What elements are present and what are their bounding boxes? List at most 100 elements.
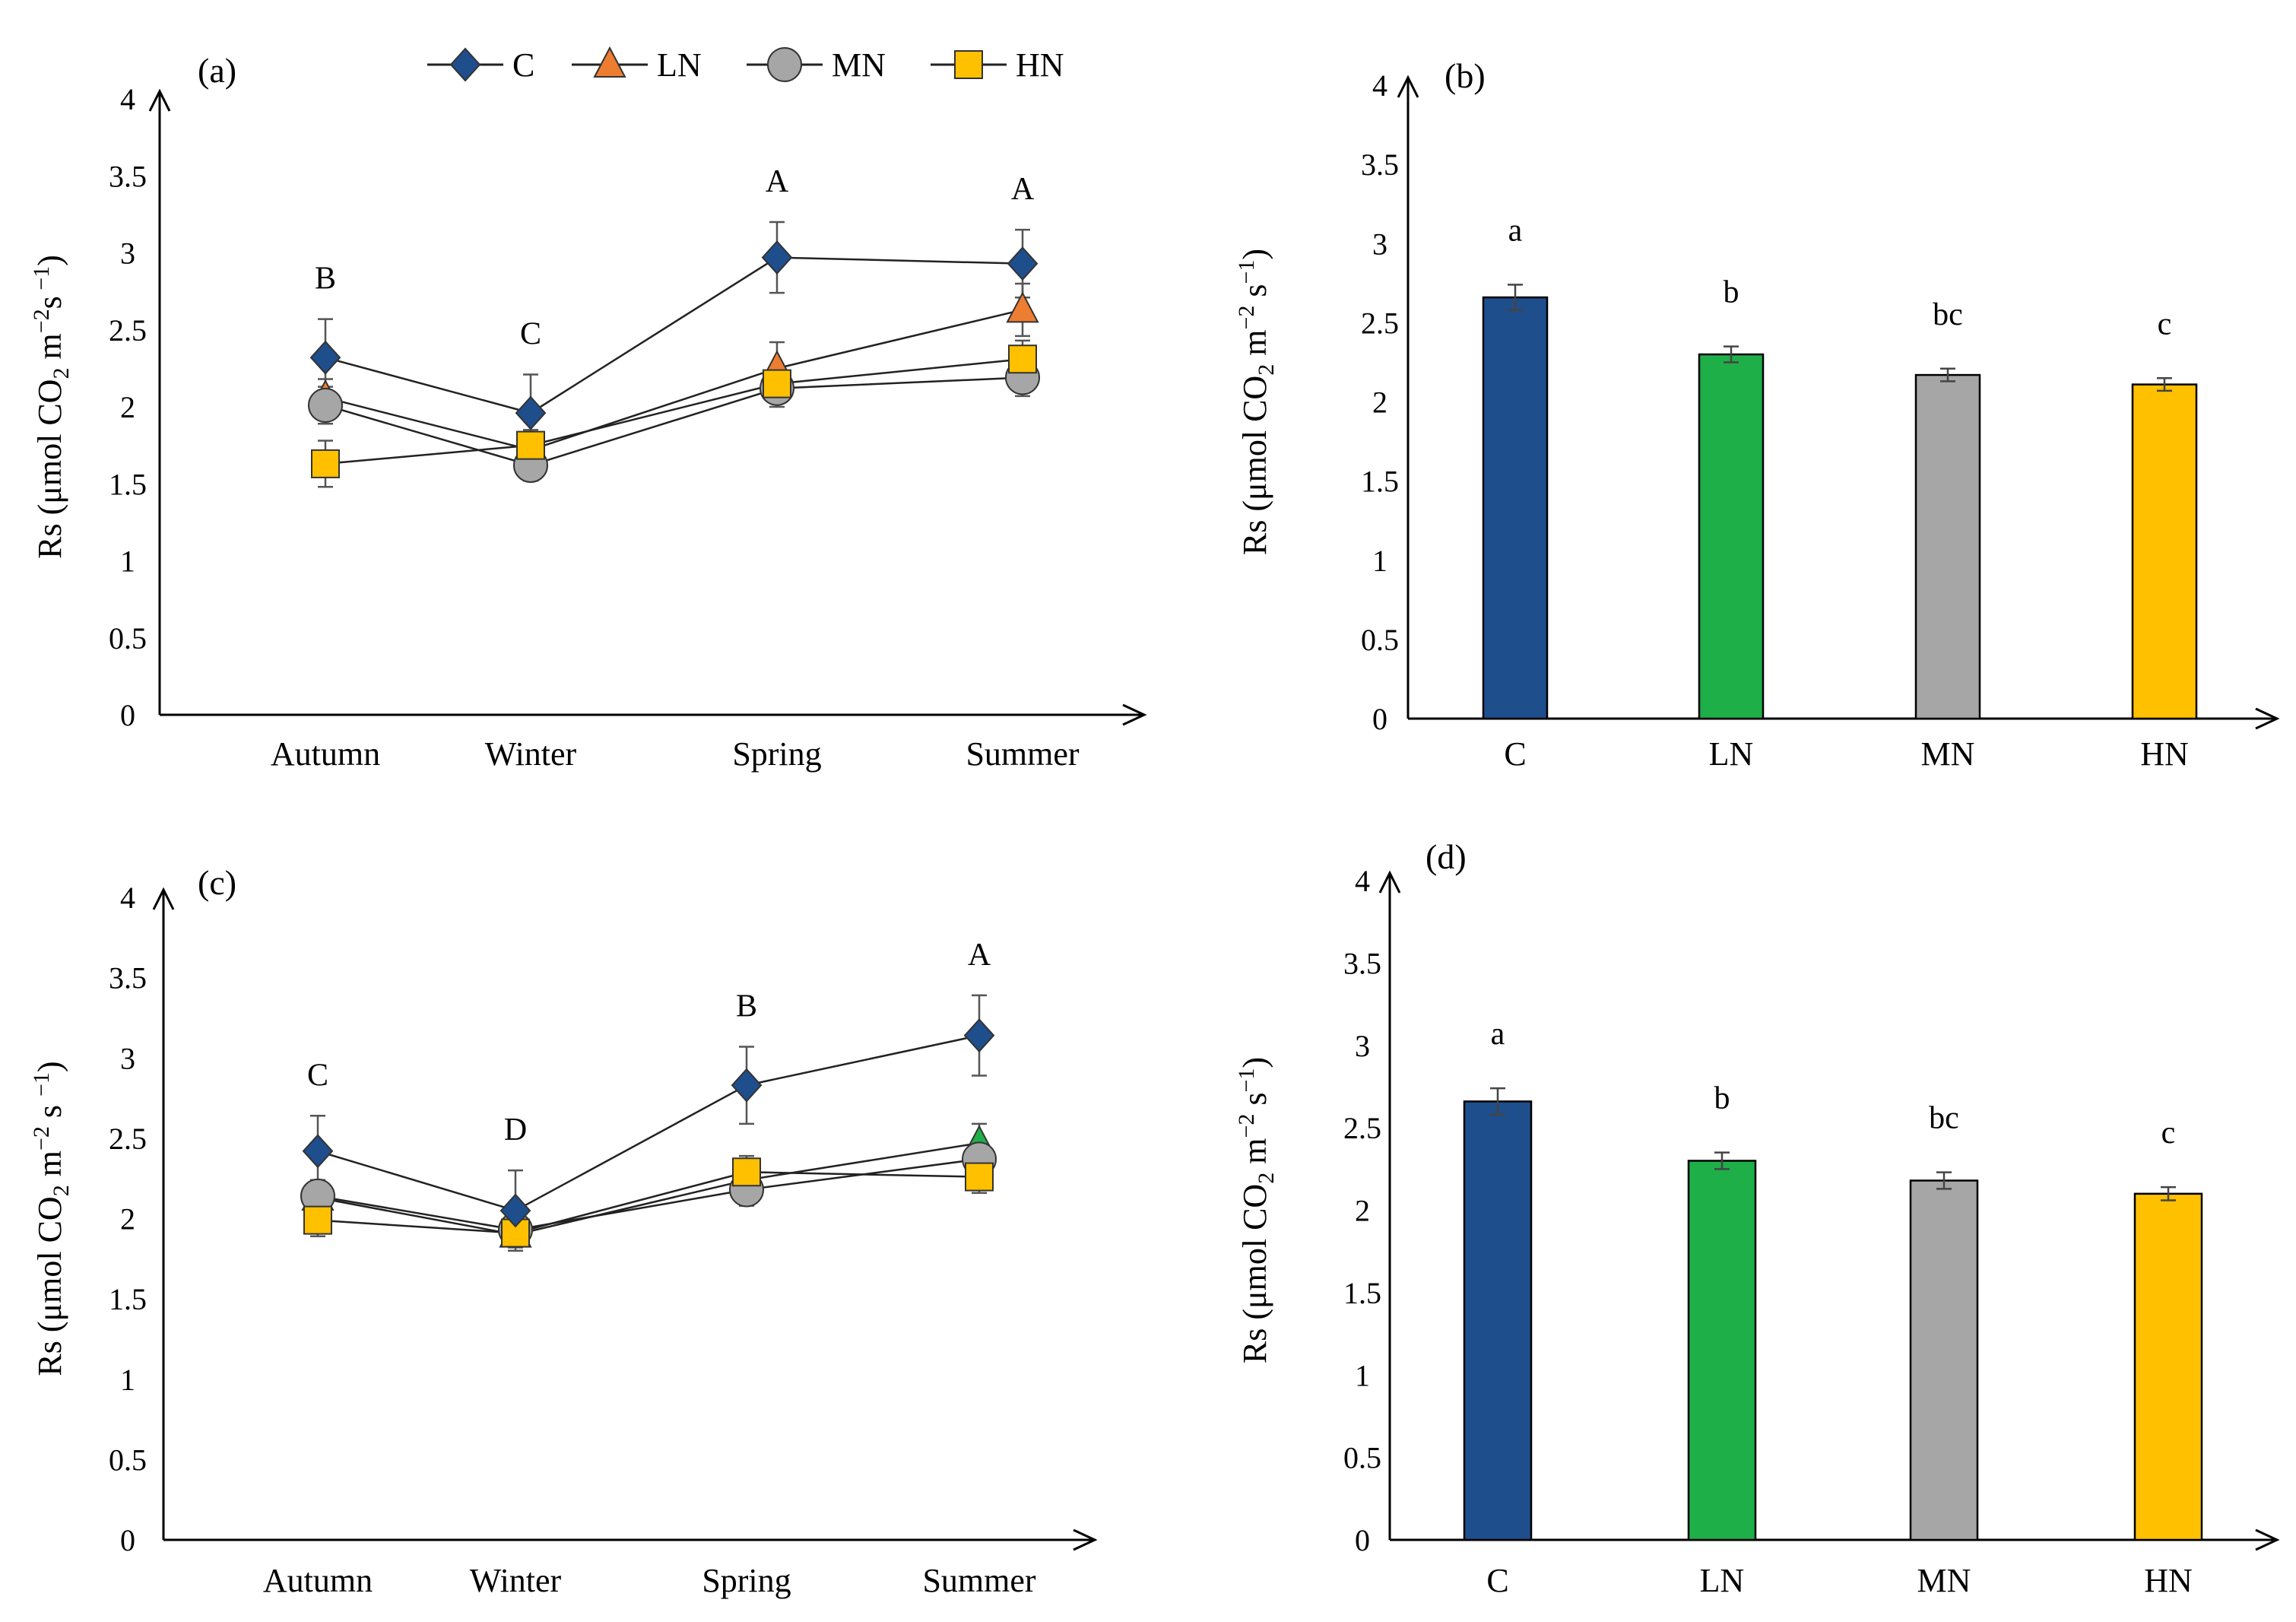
x-tick-label: HN	[2144, 1562, 2193, 1599]
legend-marker-HN	[954, 50, 983, 79]
y-axis-label-part: Rs (μmol CO	[1236, 1184, 1273, 1363]
significance-letter: bc	[1933, 297, 1963, 332]
x-tick-label: LN	[1700, 1562, 1745, 1599]
data-point-MN	[308, 387, 343, 423]
x-tick-label: Summer	[966, 735, 1079, 773]
series-line-C	[317, 1034, 980, 1212]
significance-letter: c	[2158, 306, 2172, 341]
y-axis-label-part: )	[1236, 249, 1273, 260]
series-line-HN	[317, 1170, 980, 1234]
chart-panel-d: 0 0.5 1 1.5 2 2.5 3 3.5 4 C LN MN HN (d) Rs (μmol CO2 …	[1234, 837, 2280, 1599]
y-axis-label-part: Rs (μmol CO	[1236, 376, 1273, 555]
y-axis-label: Rs (μmol CO2 m−2 s−1)	[1234, 1057, 1279, 1363]
y-axis-label: Rs (μmol CO2 m−2 s −1)	[29, 1061, 74, 1376]
series-line-MN	[325, 376, 1023, 467]
y-tick-label: 2	[1372, 386, 1387, 420]
y-tick-label: 2	[120, 1202, 135, 1236]
y-tick-label: 3.5	[1361, 148, 1399, 182]
y-axis-label: Rs (μmol CO2 m−2s −1)	[29, 255, 74, 559]
panel-label: (b)	[1445, 56, 1486, 95]
legend-label-LN: LN	[657, 46, 702, 84]
x-tick-label: C	[1504, 735, 1526, 773]
x-tick-label: Autumn	[263, 1562, 373, 1599]
y-tick-label: 1	[1372, 544, 1387, 578]
y-axis-arrow	[1397, 75, 1419, 98]
legend: C LN MN HN	[427, 46, 1064, 84]
y-axis-arrow	[148, 88, 171, 112]
y-axis-label-part: m	[1236, 1138, 1273, 1173]
y-tick-label: 0	[120, 1523, 135, 1557]
y-tick-label: 4	[120, 82, 135, 116]
chart-panel-b: 0 0.5 1 1.5 2 2.5 3 3.5 4 C LN MN HN (b) Rs (μmol CO2 …	[1234, 56, 2280, 773]
y-tick-label: 3.5	[1343, 946, 1381, 980]
y-tick-label: 1.5	[109, 467, 147, 501]
y-axis-label-part: −1	[1234, 1068, 1259, 1093]
y-axis-label-part: −2	[1234, 306, 1259, 330]
y-axis-label-part: −2	[29, 1126, 54, 1151]
legend-label-MN: MN	[832, 46, 886, 84]
significance-letter: bc	[1929, 1101, 1959, 1136]
significance-letter: c	[2161, 1116, 2176, 1151]
y-tick-label: 2.5	[109, 1122, 147, 1156]
y-tick-label: 1.5	[1361, 465, 1399, 499]
y-tick-label: 3.5	[109, 159, 147, 193]
y-tick-label: 3.5	[109, 961, 147, 995]
y-tick-label: 0.5	[1343, 1441, 1381, 1475]
y-tick-label: 3	[1355, 1029, 1370, 1063]
y-tick-label: 2.5	[1361, 306, 1399, 340]
panel-label: (a)	[198, 51, 236, 90]
significance-letter: a	[1491, 1017, 1505, 1052]
data-point-C	[302, 1134, 334, 1169]
data-point-HN	[1008, 344, 1037, 374]
data-point-HN	[311, 449, 340, 478]
y-axis-label-part: s	[31, 296, 68, 309]
data-point-HN	[732, 1157, 761, 1187]
x-tick-label: LN	[1709, 735, 1754, 773]
y-axis-label-part: −2	[29, 309, 54, 333]
y-axis-arrow	[1378, 870, 1401, 894]
y-axis-label-part: )	[1236, 1057, 1273, 1068]
bar-HN	[2131, 383, 2198, 720]
x-axis-arrow	[2255, 707, 2280, 730]
x-axis-arrow	[1122, 703, 1147, 726]
significance-letter: D	[504, 1113, 527, 1147]
chart-panel-a: 0 0.5 1 1.5 2 2.5 3 3.5 4 Autumn Winter Spring Summe…	[29, 51, 1147, 773]
y-tick-label: 0.5	[1361, 623, 1399, 657]
series-line-LN	[317, 1141, 980, 1236]
y-axis-label-part: s	[1236, 1093, 1273, 1114]
significance-letter: b	[1714, 1081, 1730, 1116]
data-point-C	[1007, 246, 1039, 281]
data-point-C	[499, 1193, 531, 1228]
y-tick-label: 3	[120, 236, 135, 271]
y-axis-label-part: m	[1236, 330, 1273, 364]
significance-letter: A	[766, 164, 789, 199]
y-axis-label-part: 2	[49, 368, 74, 379]
y-axis-label-part: )	[31, 1061, 68, 1072]
significance-letter: A	[1011, 172, 1035, 207]
significance-letter: a	[1508, 213, 1523, 248]
x-tick-label: Spring	[732, 735, 821, 773]
y-tick-label: 2	[1355, 1194, 1370, 1228]
x-tick-label: HN	[2140, 735, 2189, 773]
y-tick-label: 0	[1372, 702, 1387, 736]
data-point-HN	[303, 1205, 332, 1235]
y-axis-label: Rs (μmol CO2 m−2 s−1)	[1234, 249, 1279, 555]
y-axis-label-part: )	[31, 255, 68, 266]
legend-marker-C	[449, 47, 481, 82]
bar-C	[1482, 296, 1549, 720]
data-point-HN	[763, 369, 791, 398]
data-point-HN	[965, 1162, 994, 1192]
x-tick-label: Summer	[922, 1562, 1035, 1599]
series-line-C	[325, 256, 1023, 414]
series-line-LN	[325, 309, 1023, 452]
data-point-C	[731, 1068, 763, 1103]
significance-letter: C	[307, 1058, 328, 1093]
y-tick-label: 4	[120, 881, 135, 915]
x-tick-label: Autumn	[271, 735, 380, 773]
y-tick-label: 0	[1355, 1523, 1370, 1557]
y-axis-label-part: 2	[1254, 364, 1279, 376]
data-point-C	[309, 340, 341, 375]
y-tick-label: 0	[120, 698, 135, 732]
y-axis-label-part: 2	[49, 1185, 74, 1196]
data-point-HN	[516, 430, 545, 460]
